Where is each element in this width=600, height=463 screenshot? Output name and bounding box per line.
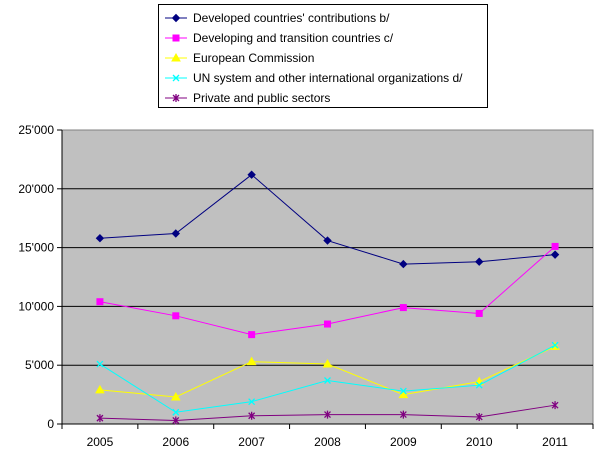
- data-point: [475, 309, 483, 317]
- legend-swatch-un-system: [165, 74, 187, 82]
- data-point: [246, 356, 257, 366]
- y-tick-label: 5'000: [25, 358, 54, 372]
- data-point: [170, 391, 181, 401]
- x-tick-label: 2008: [314, 435, 341, 449]
- data-point: [399, 304, 407, 312]
- y-tick-label: 20'000: [18, 182, 54, 196]
- y-axis: 0 5'000 10'000 15'000 20'000 25'000: [18, 123, 63, 431]
- data-point: [399, 387, 407, 395]
- data-point: [96, 414, 104, 423]
- data-point: [550, 250, 560, 259]
- data-point: [398, 389, 409, 399]
- legend-swatch-private-public: [165, 94, 187, 102]
- data-point: [475, 412, 483, 421]
- legend-label-private-public: Private and public sectors: [193, 91, 331, 105]
- legend-label-developing: Developing and transition countries c/: [193, 31, 394, 45]
- legend-swatch-marker: [172, 94, 180, 102]
- legend-swatch-developing: [165, 34, 187, 42]
- x-tick-label: 2009: [390, 435, 417, 449]
- data-point: [475, 257, 484, 266]
- x-tick-label: 2010: [466, 435, 493, 449]
- data-point: [171, 229, 180, 238]
- legend-item-un-system: UN system and other international organi…: [163, 68, 487, 88]
- series-1: [95, 170, 560, 269]
- data-point: [172, 312, 180, 320]
- data-point: [324, 410, 331, 419]
- data-point: [324, 377, 331, 384]
- x-axis: 2005 2006 2007 2008 2009 2010 2011: [61, 423, 594, 449]
- y-tick-label: 10'000: [18, 299, 54, 313]
- data-point: [248, 331, 256, 339]
- legend-swatch-marker: [171, 52, 181, 62]
- series-2: [96, 242, 559, 339]
- x-tick-label: 2011: [542, 435, 568, 449]
- data-point: [323, 236, 332, 245]
- legend-label-developed: Developed countries' contributions b/: [193, 11, 390, 25]
- legend-swatch-marker: [172, 74, 180, 82]
- series-4: [96, 341, 559, 416]
- series-5: [96, 401, 559, 425]
- series-layer: [95, 170, 560, 425]
- data-point: [551, 242, 559, 250]
- legend-item-developed: Developed countries' contributions b/: [163, 8, 487, 28]
- x-tick-label: 2005: [87, 435, 114, 449]
- x-tick-label: 2006: [162, 435, 189, 449]
- data-point: [475, 381, 483, 389]
- legend-swatch-developed: [165, 13, 187, 23]
- data-point: [247, 170, 256, 179]
- legend-label-european-commission: European Commission: [193, 51, 315, 65]
- plot-area: [61, 129, 594, 425]
- y-tick-label: 15'000: [18, 241, 54, 255]
- data-point: [551, 341, 559, 349]
- legend: Developed countries' contributions b/ De…: [158, 4, 488, 108]
- data-point: [324, 320, 331, 328]
- legend-swatch-marker: [171, 13, 181, 23]
- data-point: [248, 411, 256, 420]
- legend-swatch-marker: [172, 34, 180, 42]
- y-tick-label: 25'000: [18, 123, 54, 137]
- data-point: [322, 359, 333, 368]
- data-point: [96, 360, 104, 368]
- legend-label-un-system: UN system and other international organi…: [193, 71, 463, 85]
- data-point: [248, 398, 256, 406]
- data-point: [399, 259, 408, 269]
- data-point: [96, 298, 104, 306]
- data-point: [551, 401, 559, 410]
- x-tick-label: 2007: [238, 435, 265, 449]
- legend-item-developing: Developing and transition countries c/: [163, 28, 487, 48]
- data-point: [172, 416, 180, 425]
- y-tick-label: 0: [47, 417, 54, 431]
- legend-swatch-european-commission: [165, 52, 187, 62]
- data-point: [399, 410, 407, 419]
- legend-item-private-public: Private and public sectors: [163, 88, 487, 108]
- data-point: [95, 384, 105, 394]
- legend-item-european-commission: European Commission: [163, 48, 487, 68]
- data-point: [172, 408, 180, 416]
- data-point: [95, 233, 105, 243]
